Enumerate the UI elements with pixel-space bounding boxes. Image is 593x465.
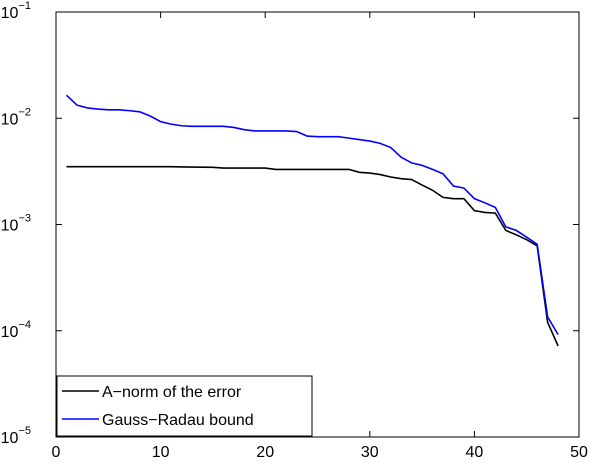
x-tick-label: 50 (570, 444, 588, 461)
y-tick-exponent: −2 (18, 106, 31, 118)
y-tick-label: 10−5 (1, 425, 31, 447)
plot-frame (55, 11, 580, 438)
x-tick-label: 0 (52, 444, 61, 461)
y-tick-label: 10−2 (1, 106, 31, 128)
y-tick-exponent: −3 (18, 213, 31, 225)
y-tick-label: 10−3 (1, 213, 31, 235)
series-line (66, 165, 559, 347)
legend-box (56, 375, 313, 437)
y-tick-base: 10 (1, 430, 19, 447)
legend-label: A−norm of the error (102, 384, 242, 401)
x-tick-label: 20 (256, 444, 274, 461)
y-tick-base: 10 (1, 324, 19, 341)
y-tick-exponent: −4 (18, 319, 31, 331)
plot-area (56, 12, 579, 437)
y-tick-base: 10 (1, 111, 19, 128)
y-tick-label: 10−1 (1, 0, 31, 22)
x-tick-label: 30 (361, 444, 379, 461)
y-tick-exponent: −1 (18, 0, 31, 12)
x-tick-label: 40 (466, 444, 484, 461)
y-tick-exponent: −5 (18, 425, 31, 437)
series-line (65, 94, 559, 336)
x-tick-label: 10 (152, 444, 170, 461)
y-tick-base: 10 (1, 218, 19, 235)
y-tick-base: 10 (1, 5, 19, 22)
legend-label: Gauss−Radau bound (102, 412, 254, 429)
y-tick-label: 10−4 (1, 319, 31, 341)
